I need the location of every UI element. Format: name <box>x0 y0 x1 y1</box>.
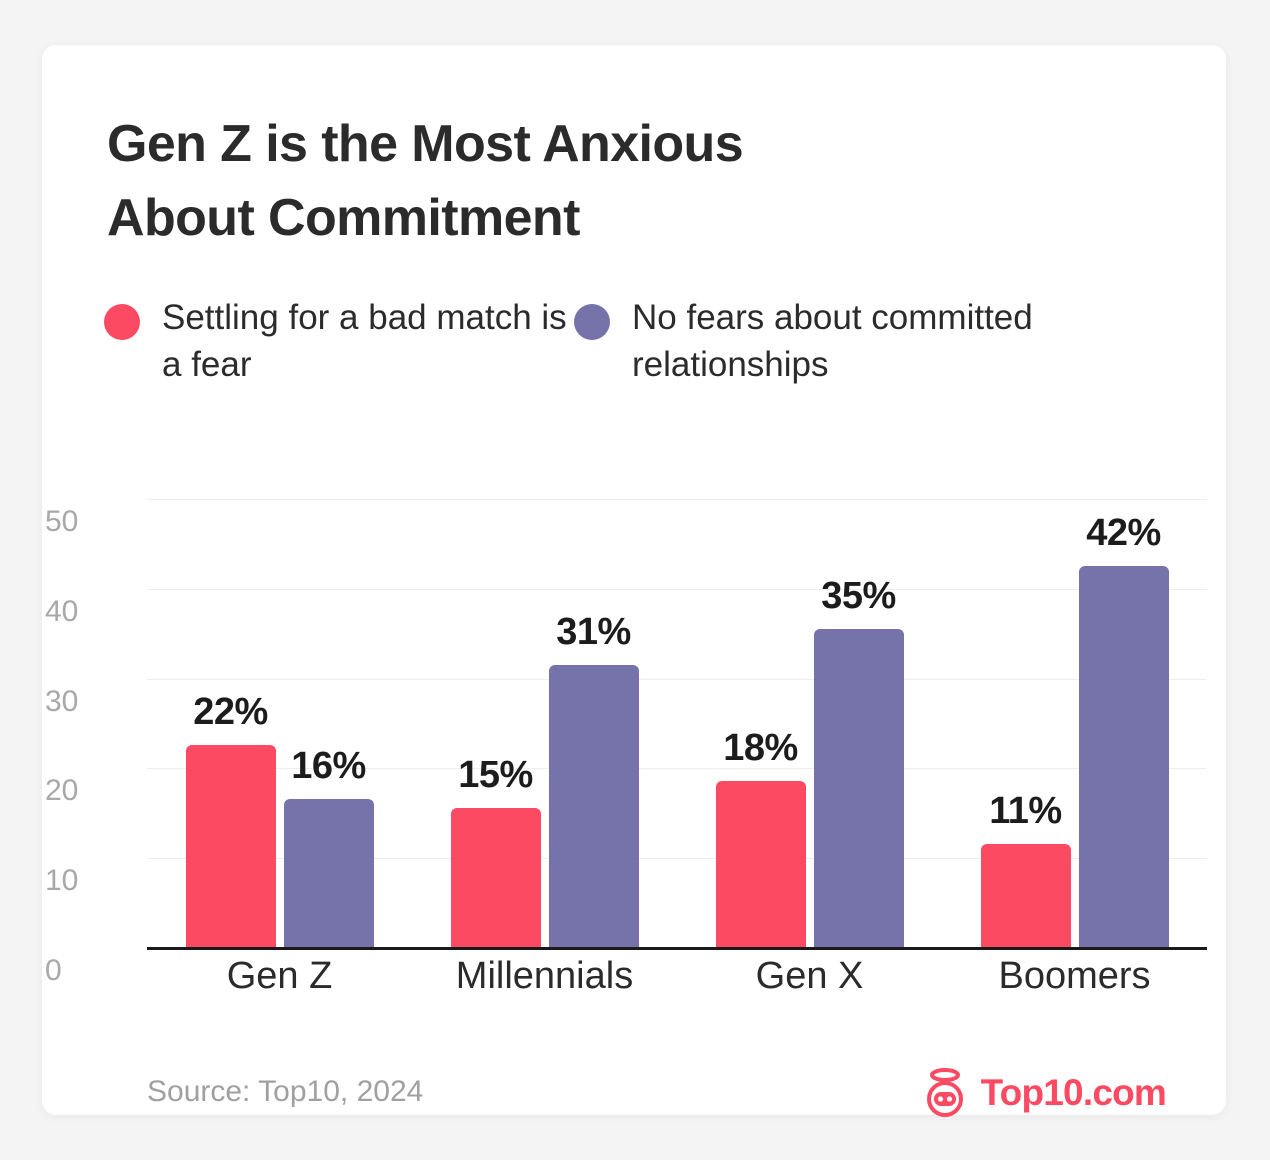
y-tick-label: 10 <box>45 864 79 898</box>
bar-group: 11% 42% <box>942 499 1207 948</box>
bar-value-label: 42% <box>1086 511 1161 554</box>
y-tick-label: 50 <box>45 505 79 538</box>
chart-legend: Settling for a bad match is a fear No fe… <box>104 295 1164 388</box>
bar-groups: 22% 16% 15% 31% 18% 35% 11% 42% <box>147 499 1207 948</box>
bar-column[interactable]: 35% <box>813 575 904 948</box>
bar-value-label: 22% <box>193 691 268 734</box>
legend-dot-purple-icon <box>574 304 610 340</box>
gridline <box>147 858 1207 860</box>
bar-value-label: 31% <box>556 610 631 653</box>
bar-column[interactable]: 31% <box>548 611 639 948</box>
bar-value-label: 35% <box>821 574 896 617</box>
source-note: Source: Top10, 2024 <box>147 1075 424 1108</box>
title-line-1: Gen Z is the Most Anxious <box>107 115 744 173</box>
bar-column[interactable]: 18% <box>715 727 806 948</box>
y-tick-label: 20 <box>45 774 79 808</box>
bar-column[interactable]: 42% <box>1078 512 1169 948</box>
top10-logo[interactable]: Top10.com <box>919 1067 1167 1119</box>
title-line-2: About Commitment <box>107 188 580 247</box>
chart-card: Gen Z is the Most Anxious About Commitme… <box>42 45 1226 1117</box>
bar[interactable] <box>450 808 541 948</box>
bar-column[interactable]: 11% <box>980 790 1071 948</box>
x-axis-label: Gen Z <box>226 955 333 997</box>
bar-column[interactable]: 22% <box>185 691 276 948</box>
x-axis-label: Boomers <box>998 955 1151 997</box>
y-tick-label: 30 <box>45 684 79 718</box>
bar[interactable] <box>548 664 639 948</box>
page-title: Gen Z is the Most Anxious About Commitme… <box>107 108 967 256</box>
bar-value-label: 11% <box>989 790 1062 833</box>
bar[interactable] <box>813 628 904 948</box>
bar-column[interactable]: 16% <box>283 745 374 948</box>
x-axis-label: Millennials <box>455 955 634 997</box>
legend-label-no-fears: No fears about committed relationships <box>632 298 1033 384</box>
bar-value-label: 18% <box>723 727 798 770</box>
bar[interactable] <box>1078 565 1169 948</box>
gridline <box>147 678 1207 680</box>
plot-area: 0 10 20 30 40 50 22% 16% 15% 31% 18% 35% 11% 42% <box>45 499 1207 987</box>
bar[interactable] <box>185 745 276 948</box>
logo-wordmark: Top10.com <box>980 1072 1167 1113</box>
legend-label-settling: Settling for a bad match is a fear <box>162 298 567 384</box>
bar-group: 15% 31% <box>412 499 677 948</box>
gridline <box>147 588 1207 590</box>
x-axis-label: Gen X <box>755 955 864 997</box>
bar-value-label: 16% <box>291 745 366 788</box>
gridline <box>147 499 1207 500</box>
bar[interactable] <box>980 844 1071 948</box>
x-axis-line <box>147 947 1207 950</box>
x-axis-labels: Gen Z Millennials Gen X Boomers <box>147 955 1207 1015</box>
legend-item-settling: Settling for a bad match is a fear <box>104 295 574 388</box>
bar[interactable] <box>283 799 374 948</box>
bar-column[interactable]: 15% <box>450 754 541 948</box>
legend-dot-red-icon <box>104 304 140 340</box>
bar[interactable] <box>715 781 806 948</box>
y-tick-label: 40 <box>45 594 79 628</box>
bar-value-label: 15% <box>458 754 533 797</box>
bar-group: 22% 16% <box>147 499 412 948</box>
bar-group: 18% 35% <box>677 499 942 948</box>
y-tick-label: 0 <box>45 954 62 987</box>
top10-robot-halo-icon <box>926 1068 963 1117</box>
gridline <box>147 768 1207 770</box>
legend-item-no-fears: No fears about committed relationships <box>574 295 1112 388</box>
